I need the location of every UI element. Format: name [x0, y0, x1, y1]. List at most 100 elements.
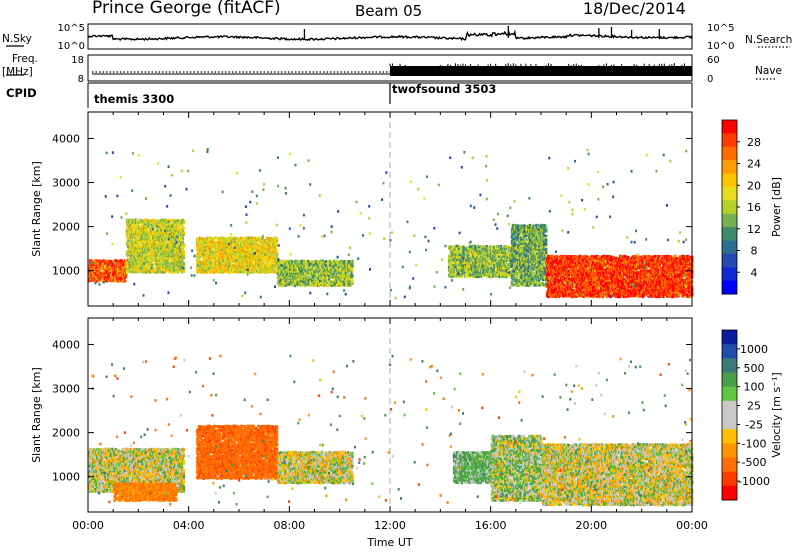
echo-cell [519, 268, 523, 272]
echo-cell [129, 261, 132, 264]
echo-cell [304, 266, 307, 269]
echo-cell [517, 233, 520, 237]
echo-cell [346, 270, 350, 273]
echo-cell [526, 272, 529, 276]
echo-cell [480, 267, 483, 270]
echo-cell [152, 257, 156, 260]
echo-cell [160, 225, 163, 229]
echo-cell [480, 273, 483, 276]
echo-cell [226, 257, 229, 260]
echo-cell [129, 268, 132, 271]
echo-cell [171, 259, 175, 262]
echo-cell [262, 260, 265, 264]
echo-cell [161, 232, 165, 236]
echo-cell [197, 237, 200, 240]
echo-cell [488, 251, 491, 254]
echo-cell [151, 245, 154, 248]
echo-cell [457, 247, 461, 250]
echo-cell [464, 271, 467, 274]
echo-cell [131, 226, 134, 230]
echo-cell [230, 255, 233, 258]
echo-cell [196, 254, 199, 257]
echo-cell [98, 259, 102, 262]
echo-cell [121, 265, 124, 269]
echo-cell [158, 264, 161, 267]
echo-cell [129, 219, 132, 223]
echo-cell [289, 264, 292, 267]
echo-cell [517, 274, 520, 278]
echo-cell [473, 257, 477, 261]
echo-cell [509, 269, 513, 273]
echo-cell [482, 267, 485, 271]
echo-cell [88, 279, 91, 283]
echo-cell [314, 283, 317, 287]
echo-cell [254, 262, 257, 265]
echo-cell [343, 275, 346, 279]
echo-cell [483, 247, 487, 251]
echo-cell [271, 240, 274, 244]
echo-cell [252, 247, 255, 250]
echo-cell [335, 259, 338, 263]
echo-cell [248, 248, 251, 252]
echo-cell [177, 228, 180, 232]
echo-cell [463, 263, 466, 267]
echo-cell [509, 257, 513, 260]
echo-cell [139, 270, 142, 274]
echo-cell [164, 270, 167, 273]
echo-cell [204, 251, 207, 254]
echo-cell [90, 277, 93, 280]
echo-cell [298, 265, 301, 269]
echo-cell [207, 263, 211, 266]
echo-cell [243, 247, 246, 251]
echo-cell [180, 221, 184, 224]
echo-cell [162, 246, 166, 249]
echo-cell [509, 275, 513, 278]
echo-cell [144, 218, 147, 222]
echo-cell [246, 264, 249, 267]
echo-cell [165, 251, 168, 254]
echo-cell [472, 255, 475, 258]
echo-cell [473, 271, 477, 274]
echo-cell [149, 245, 152, 248]
echo-cell [351, 274, 354, 278]
echo-cell [148, 248, 151, 252]
echo-cell [509, 263, 512, 266]
echo-cell [180, 240, 183, 244]
echo-cell [97, 278, 101, 281]
echo-cell [204, 269, 207, 272]
echo-cell [235, 237, 238, 240]
echo-cell [206, 256, 209, 260]
echo-cell [311, 268, 315, 271]
echo-cell [159, 233, 162, 236]
echo-cell [309, 264, 312, 267]
echo-cell [469, 251, 472, 254]
echo-cell [156, 229, 159, 232]
echo-cell [145, 243, 148, 246]
echo-cell [204, 245, 207, 248]
echo-cell [520, 252, 523, 256]
echo-cell [313, 279, 316, 283]
echo-cell [305, 273, 308, 277]
echo-cell [337, 275, 340, 279]
echo-cell [212, 269, 215, 272]
echo-cell [298, 267, 301, 271]
echo-cell [325, 260, 328, 263]
echo-cell [505, 245, 508, 248]
echo-cell [154, 256, 157, 260]
echo-cell [524, 264, 527, 268]
echo-cell [236, 241, 239, 245]
echo-cell [322, 264, 325, 267]
echo-cell [110, 264, 113, 267]
echo-cell [150, 223, 153, 227]
echo-cell [272, 259, 275, 262]
echo-cell [310, 282, 313, 286]
echo-cell [268, 246, 271, 250]
echo-cell [461, 272, 464, 276]
echo-cell [328, 276, 332, 279]
echo-cell [469, 273, 472, 277]
echo-cell [286, 262, 289, 266]
echo-cell [517, 263, 520, 267]
echo-cell [453, 274, 456, 278]
echo-cell [449, 249, 452, 252]
